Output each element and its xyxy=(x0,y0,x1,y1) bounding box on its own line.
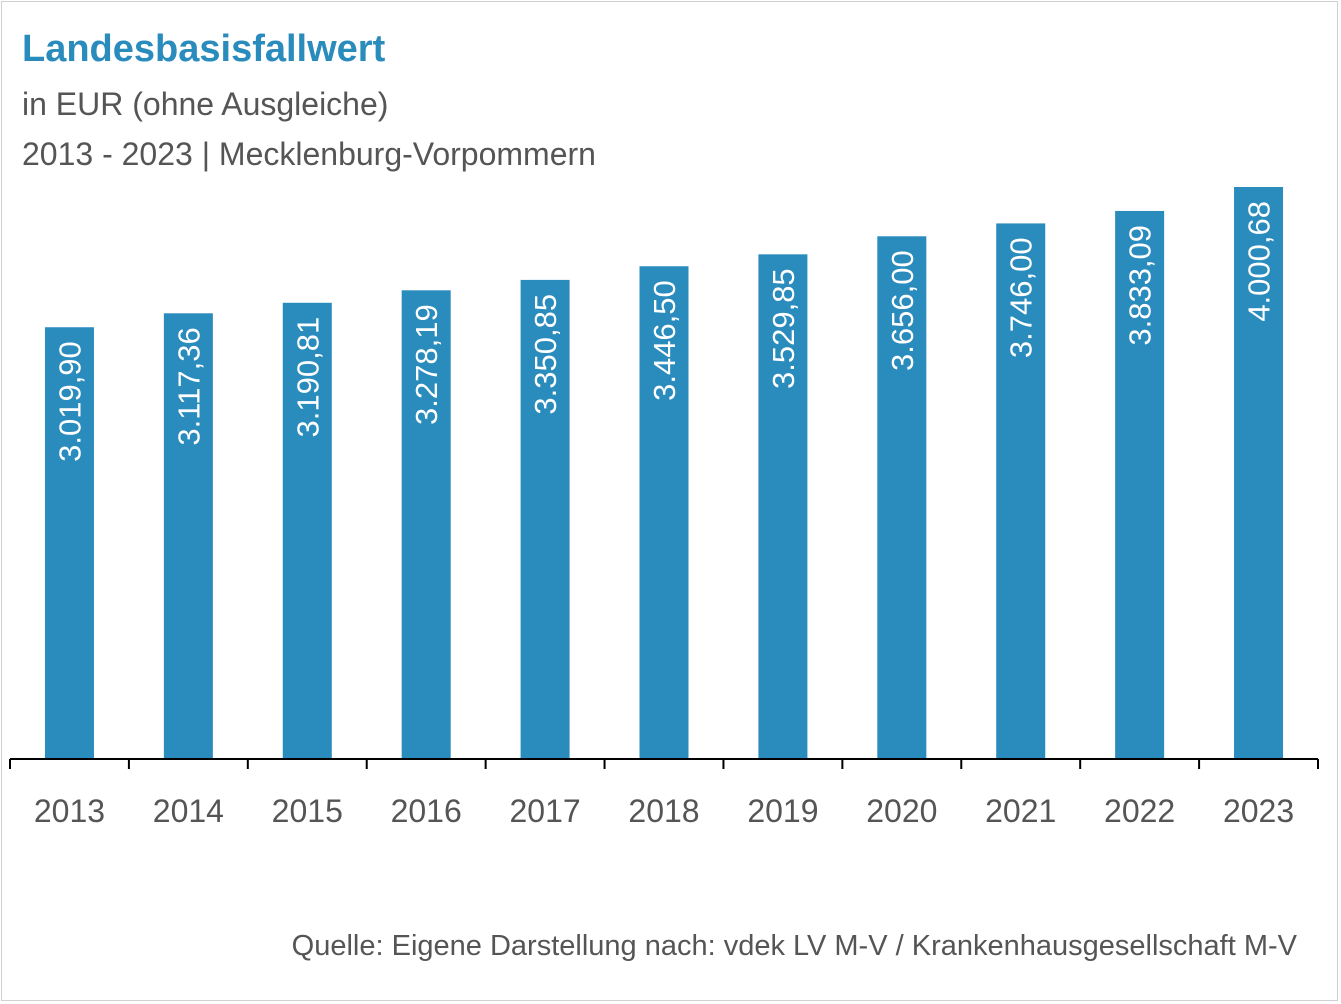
bar-2021 xyxy=(996,223,1046,759)
bar-value-label: 3.833,09 xyxy=(1123,225,1158,346)
chart-subtitle-period: 2013 - 2023 | Mecklenburg-Vorpommern xyxy=(22,136,596,172)
bar-2016 xyxy=(401,290,451,759)
bar-value-label: 3.019,90 xyxy=(52,341,87,462)
bar-value-label: 3.117,36 xyxy=(171,327,206,445)
bar-2014 xyxy=(163,313,213,759)
x-tick-label: 2023 xyxy=(1223,793,1294,829)
bar-2013 xyxy=(44,327,94,759)
x-tick-label: 2022 xyxy=(1104,793,1175,829)
x-tick-label: 2015 xyxy=(272,793,343,829)
x-tick-label: 2017 xyxy=(509,793,580,829)
x-tick-label: 2014 xyxy=(153,793,224,829)
bar-2017 xyxy=(520,279,570,759)
bar-2018 xyxy=(639,266,689,759)
chart-title: Landesbasisfallwert xyxy=(22,28,386,70)
x-tick-label: 2019 xyxy=(747,793,818,829)
bar-value-label: 3.190,81 xyxy=(290,317,325,438)
source-note: Quelle: Eigene Darstellung nach: vdek LV… xyxy=(291,930,1297,962)
x-tick-label: 2013 xyxy=(34,793,105,829)
bar-value-label: 3.350,85 xyxy=(528,294,563,415)
chart-subtitle-unit: in EUR (ohne Ausgleiche) xyxy=(22,86,389,122)
bar-value-label: 3.746,00 xyxy=(1004,237,1039,358)
bar-2020 xyxy=(877,236,927,759)
bar-value-label: 3.446,50 xyxy=(647,280,682,401)
bar-value-label: 3.278,19 xyxy=(409,304,444,425)
bar-value-label: 4.000,68 xyxy=(1242,201,1277,322)
bar-value-label: 3.529,85 xyxy=(766,268,801,389)
x-tick-label: 2018 xyxy=(628,793,699,829)
bar-2022 xyxy=(1115,210,1165,759)
bar-2015 xyxy=(282,302,332,759)
bar-2023 xyxy=(1234,187,1284,759)
x-tick-label: 2016 xyxy=(391,793,462,829)
x-tick-label: 2020 xyxy=(866,793,937,829)
bar-2019 xyxy=(758,254,808,759)
x-tick-label: 2021 xyxy=(985,793,1056,829)
bar-value-label: 3.656,00 xyxy=(885,250,920,371)
